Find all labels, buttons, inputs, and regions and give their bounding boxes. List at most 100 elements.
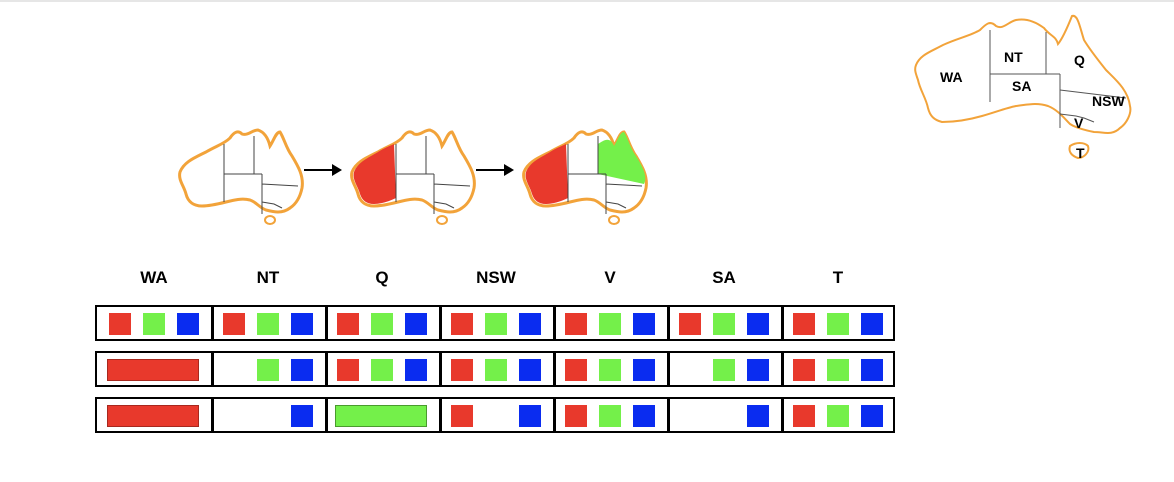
red-value-square <box>223 313 245 335</box>
blue-value-square <box>405 313 427 335</box>
cell-sa <box>667 353 781 385</box>
mini-tasmania <box>264 215 276 225</box>
assigned-red-bar <box>107 359 199 381</box>
label-t: T <box>1076 145 1085 161</box>
cell-nsw <box>439 353 553 385</box>
green-value-square <box>257 359 279 381</box>
cell-wa <box>97 353 211 385</box>
blue-value-square <box>633 313 655 335</box>
green-value-square <box>371 313 393 335</box>
header-nt: NT <box>256 268 280 287</box>
blue-value-square <box>519 313 541 335</box>
q-region-fill <box>598 132 646 184</box>
red-value-square <box>793 359 815 381</box>
green-value-square <box>713 359 735 381</box>
domain-row-1 <box>95 305 895 341</box>
green-value-square <box>827 359 849 381</box>
cell-t <box>781 307 895 339</box>
cell-wa <box>97 307 211 339</box>
red-value-square <box>337 313 359 335</box>
map-step-3 <box>522 128 648 225</box>
mini-state-borders <box>223 136 299 214</box>
australia-legend-map: WA NT SA Q NSW V T <box>914 14 1132 161</box>
red-value-square <box>451 359 473 381</box>
label-nsw: NSW <box>1092 93 1125 109</box>
cell-v <box>553 353 667 385</box>
cell-nt <box>211 353 325 385</box>
assignment-sequence <box>178 128 648 225</box>
red-value-square <box>451 313 473 335</box>
cell-nt <box>211 307 325 339</box>
label-nt: NT <box>1004 49 1023 65</box>
red-value-square <box>565 313 587 335</box>
blue-value-square <box>291 405 313 427</box>
mini-tasmania <box>608 215 620 225</box>
mini-state-borders <box>567 136 643 214</box>
green-value-square <box>713 313 735 335</box>
blue-value-square <box>291 313 313 335</box>
red-value-square <box>565 359 587 381</box>
blue-value-square <box>747 359 769 381</box>
cell-sa <box>667 399 781 431</box>
red-value-square <box>679 313 701 335</box>
green-value-square <box>485 359 507 381</box>
cell-q <box>325 399 439 431</box>
blue-value-square <box>519 405 541 427</box>
green-value-square <box>827 313 849 335</box>
green-value-square <box>599 359 621 381</box>
domain-row-3 <box>95 397 895 433</box>
red-value-square <box>793 313 815 335</box>
cell-nsw <box>439 307 553 339</box>
wa-region-fill <box>525 144 568 204</box>
header-q: Q <box>375 268 389 287</box>
red-value-square <box>793 405 815 427</box>
label-q: Q <box>1074 52 1085 68</box>
blue-value-square <box>861 405 883 427</box>
arrow-head <box>332 164 342 176</box>
blue-value-square <box>519 359 541 381</box>
mini-state-borders <box>395 136 471 214</box>
header-t: T <box>832 268 844 287</box>
map-step-1 <box>178 128 304 225</box>
blue-value-square <box>861 359 883 381</box>
cell-wa <box>97 399 211 431</box>
blue-value-square <box>861 313 883 335</box>
header-nsw: NSW <box>476 268 516 287</box>
cell-t <box>781 353 895 385</box>
red-value-square <box>109 313 131 335</box>
cell-nsw <box>439 399 553 431</box>
arrow-head <box>504 164 514 176</box>
assigned-green-bar <box>335 405 427 427</box>
domain-row-2 <box>95 351 895 387</box>
mini-australia-outline <box>178 128 304 214</box>
variable-headers: WA NT Q NSW V SA T <box>97 268 895 292</box>
wa-region-fill <box>353 144 396 204</box>
cell-v <box>553 307 667 339</box>
mini-tasmania <box>436 215 448 225</box>
red-value-square <box>451 405 473 427</box>
label-sa: SA <box>1012 78 1031 94</box>
blue-value-square <box>405 359 427 381</box>
header-wa: WA <box>140 268 168 287</box>
cell-nt <box>211 399 325 431</box>
green-value-square <box>371 359 393 381</box>
label-v: V <box>1074 115 1084 131</box>
red-value-square <box>337 359 359 381</box>
green-value-square <box>599 405 621 427</box>
cell-sa <box>667 307 781 339</box>
blue-value-square <box>633 359 655 381</box>
blue-value-square <box>291 359 313 381</box>
green-value-square <box>485 313 507 335</box>
green-value-square <box>257 313 279 335</box>
assigned-red-bar <box>107 405 199 427</box>
map-step-2 <box>350 128 476 225</box>
label-wa: WA <box>940 69 963 85</box>
cell-t <box>781 399 895 431</box>
blue-value-square <box>177 313 199 335</box>
red-value-square <box>565 405 587 427</box>
cell-v <box>553 399 667 431</box>
green-value-square <box>599 313 621 335</box>
blue-value-square <box>633 405 655 427</box>
green-value-square <box>827 405 849 427</box>
top-divider <box>0 0 1174 2</box>
